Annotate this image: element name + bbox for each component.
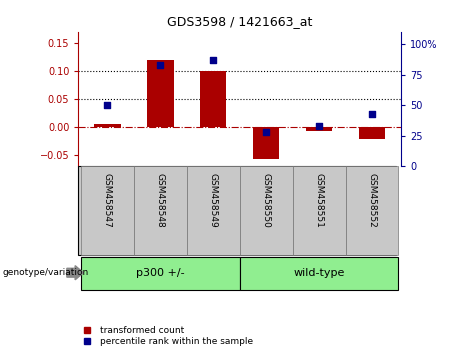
Title: GDS3598 / 1421663_at: GDS3598 / 1421663_at [167,15,313,28]
Text: GSM458547: GSM458547 [103,172,112,227]
Point [104,102,111,108]
Bar [253,127,279,159]
Bar [293,166,346,255]
Text: GSM458549: GSM458549 [209,172,218,227]
Bar [134,166,187,255]
Bar [187,166,240,255]
Text: GSM458551: GSM458551 [314,172,324,228]
Bar [200,71,226,127]
Bar [81,257,240,290]
Bar [359,127,385,139]
Text: genotype/variation: genotype/variation [2,268,89,277]
Point [262,129,270,135]
Text: GSM458552: GSM458552 [367,172,377,227]
Text: GSM458550: GSM458550 [262,172,271,228]
Bar [346,166,398,255]
Bar [306,127,332,131]
Bar [240,166,293,255]
Bar [81,166,134,255]
Text: p300 +/-: p300 +/- [136,268,185,278]
Bar [147,60,174,127]
Text: wild-type: wild-type [293,268,345,278]
Point [157,62,164,68]
Bar [94,124,121,127]
Bar [240,257,398,290]
Text: GSM458548: GSM458548 [156,172,165,227]
Point [210,57,217,63]
Point [315,123,323,129]
Point [368,111,376,116]
Legend: transformed count, percentile rank within the sample: transformed count, percentile rank withi… [78,326,253,346]
